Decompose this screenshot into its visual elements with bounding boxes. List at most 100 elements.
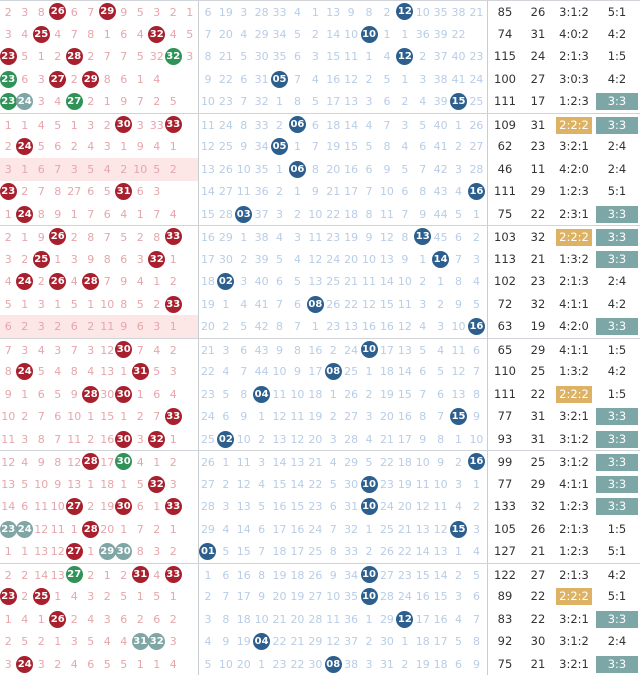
blue-omission-cell: 19 bbox=[290, 590, 305, 603]
blue-omission-cell: 4 bbox=[472, 545, 480, 558]
blue-omission-cell: 12 bbox=[451, 365, 466, 378]
ratio-cell: 3:2:1 bbox=[559, 611, 589, 626]
red-omission-cell: 10 bbox=[50, 500, 65, 513]
ratio-cell: 2:1:3 bbox=[559, 567, 589, 582]
red-ball: 23 bbox=[0, 48, 17, 65]
blue-omission-cell: 1 bbox=[455, 545, 463, 558]
red-omission-cell bbox=[182, 495, 199, 518]
blue-omission-cell: 8 bbox=[419, 410, 427, 423]
red-omission-cell: 5 bbox=[136, 477, 144, 491]
red-omission-cell: 3 bbox=[103, 140, 111, 153]
blue-omission-cell: 2 bbox=[222, 477, 230, 491]
span-cell: 27 bbox=[530, 567, 546, 582]
blue-omission-cell: 3 bbox=[329, 432, 337, 446]
red-ball: 27 bbox=[65, 93, 83, 110]
blue-omission-cell: 10 bbox=[218, 657, 233, 671]
blue-omission-cell: 6 bbox=[293, 50, 301, 63]
blue-omission-cell: 8 bbox=[204, 50, 212, 63]
blue-ball: 13 bbox=[414, 228, 432, 245]
span-cell: 21 bbox=[530, 656, 546, 671]
red-omission-cell: 6 bbox=[87, 657, 95, 671]
blue-omission-cell: 22 bbox=[290, 657, 305, 671]
blue-omission-cell: 16 bbox=[379, 320, 394, 333]
red-omission-cell: 9 bbox=[120, 6, 128, 19]
blue-omission-cell: 5 bbox=[472, 297, 480, 311]
blue-omission-cell: 19 bbox=[236, 635, 251, 648]
red-omission-cell: 2 bbox=[21, 568, 29, 582]
red-omission-cell: 5 bbox=[54, 118, 62, 132]
blue-omission-cell: 4 bbox=[204, 635, 212, 648]
blue-omission-cell: 2 bbox=[365, 545, 373, 558]
blue-ball: 16 bbox=[467, 318, 485, 335]
blue-ball: 04 bbox=[253, 633, 271, 650]
blue-omission-cell: 28 bbox=[379, 590, 394, 603]
blue-omission-cell: 25 bbox=[218, 140, 233, 153]
blue-ball: 10 bbox=[360, 565, 378, 583]
blue-omission-cell: 5 bbox=[240, 50, 248, 63]
ratio-cell: 1:2:3 bbox=[559, 544, 589, 558]
red-omission-cell: 13 bbox=[50, 568, 65, 582]
red-omission-cell bbox=[182, 653, 199, 676]
red-omission-cell: 8 bbox=[87, 231, 95, 244]
blue-omission-cell: 1 bbox=[258, 410, 266, 423]
red-omission-cell: 6 bbox=[103, 207, 111, 221]
red-ball: 33 bbox=[164, 498, 182, 515]
red-ball: 30 bbox=[115, 340, 133, 358]
red-omission-cell: 2 bbox=[49, 315, 66, 338]
blue-omission-cell: 28 bbox=[308, 612, 323, 626]
red-omission-cell: 2 bbox=[169, 343, 177, 357]
blue-omission-cell: 5 bbox=[293, 275, 301, 288]
red-omission-cell: 5 bbox=[4, 297, 12, 311]
blue-omission-cell: 42 bbox=[254, 320, 269, 333]
blue-omission-cell: 7 bbox=[204, 27, 212, 41]
red-omission-cell: 5 bbox=[103, 185, 111, 198]
sum-cell: 83 bbox=[497, 611, 513, 626]
red-omission-cell: 10 bbox=[132, 157, 149, 181]
red-omission-cell: 3 bbox=[37, 297, 45, 311]
red-omission-cell: 4 bbox=[87, 140, 95, 153]
red-ball: 28 bbox=[82, 453, 100, 470]
red-omission-cell: 4 bbox=[136, 275, 144, 288]
blue-omission-cell: 38 bbox=[451, 6, 466, 19]
blue-omission-cell: 16 bbox=[236, 568, 251, 582]
red-omission-cell: 4 bbox=[153, 72, 161, 86]
blue-omission-cell: 13 bbox=[344, 95, 359, 108]
blue-omission-cell: 38 bbox=[254, 231, 269, 244]
red-omission-cell: 4 bbox=[70, 657, 78, 671]
blue-omission-cell: 8 bbox=[365, 6, 373, 19]
blue-omission-cell: 9 bbox=[311, 185, 319, 198]
red-omission-cell: 6 bbox=[54, 410, 62, 423]
red-omission-cell: 13 bbox=[1, 477, 16, 491]
red-omission-cell: 12 bbox=[50, 545, 65, 558]
table-row: 2192628752833162913843112319912813456210… bbox=[0, 225, 640, 249]
red-omission-cell: 3 bbox=[136, 118, 144, 132]
red-omission-cell: 4 bbox=[54, 27, 62, 41]
blue-omission-cell: 28 bbox=[200, 500, 215, 513]
blue-omission-cell: 12 bbox=[272, 410, 287, 423]
blue-omission-cell: 27 bbox=[218, 185, 233, 198]
blue-omission-cell: 23 bbox=[326, 320, 341, 333]
blue-omission-cell: 4 bbox=[365, 432, 373, 446]
blue-omission-cell: 18 bbox=[308, 387, 323, 401]
sum-cell: 105 bbox=[494, 521, 516, 536]
blue-ball: 10 bbox=[360, 25, 378, 43]
ratio-cell: 4:2:0 bbox=[559, 161, 589, 176]
blue-omission-cell: 13 bbox=[379, 252, 394, 266]
blue-omission-cell: 6 bbox=[455, 657, 463, 671]
ratio-cell: 2:3:1 bbox=[559, 206, 589, 221]
blue-omission-cell: 5 bbox=[455, 207, 463, 221]
red-omission-cell: 9 bbox=[4, 387, 12, 401]
ratio-cell: 4:1:1 bbox=[559, 342, 589, 357]
blue-omission-cell: 6 bbox=[204, 6, 212, 19]
red-omission-cell: 4 bbox=[70, 275, 78, 288]
blue-omission-cell: 29 bbox=[200, 522, 215, 536]
red-omission-cell: 1 bbox=[16, 157, 33, 181]
blue-omission-cell: 35 bbox=[344, 590, 359, 603]
blue-omission-cell: 8 bbox=[222, 612, 230, 626]
blue-omission-cell: 8 bbox=[419, 185, 427, 198]
blue-omission-cell: 14 bbox=[415, 545, 430, 558]
table-row: 3225139863321173023954122420101391147311… bbox=[0, 248, 640, 271]
blue-omission-cell: 35 bbox=[433, 6, 448, 19]
red-ball: 32 bbox=[148, 250, 166, 268]
red-omission-cell: 6 bbox=[120, 27, 128, 41]
